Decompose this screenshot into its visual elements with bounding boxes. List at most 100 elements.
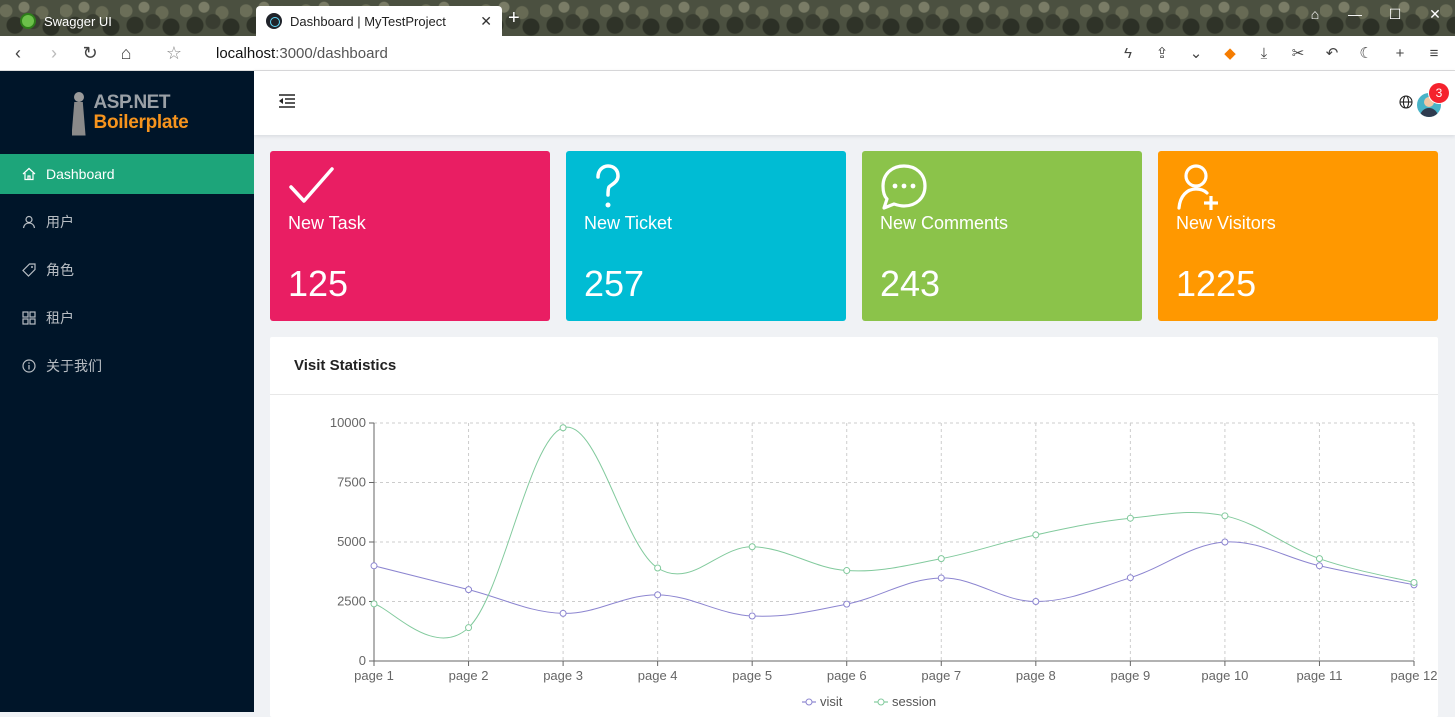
sidebar-item-about[interactable]: 关于我们 <box>0 346 254 386</box>
address-bar: ‹ › ↻ ⌂ ☆ localhost:3000/dashboard ϟ ⇪ ⌄… <box>0 36 1455 71</box>
panel-title: Visit Statistics <box>270 337 1438 395</box>
sidebar-item-tenants[interactable]: 租户 <box>0 298 254 338</box>
card-value: 243 <box>880 263 941 304</box>
x-tick-label: page 2 <box>449 668 489 683</box>
card-label: New Comments <box>880 213 1009 233</box>
bookmark-star-icon[interactable]: ☆ <box>165 42 183 63</box>
data-point-session <box>654 564 662 572</box>
y-tick-label: 10000 <box>330 415 366 430</box>
card-new-comments[interactable]: New Comments 243 <box>862 151 1142 321</box>
data-point-session <box>1221 512 1229 520</box>
menu-fold-icon[interactable] <box>278 93 296 109</box>
x-tick-label: page 10 <box>1201 668 1248 683</box>
sidebar: ASP.NET Boilerplate Dashboard 用户 角色 租户 关… <box>0 71 254 712</box>
data-point-visit <box>1032 598 1040 605</box>
data-point-session <box>937 555 945 563</box>
x-tick-label: page 1 <box>354 668 394 683</box>
forward-icon[interactable]: › <box>51 42 57 63</box>
card-value: 1225 <box>1176 263 1257 304</box>
legend-label-visit: visit <box>820 694 843 709</box>
data-point-session <box>559 424 567 432</box>
data-point-session <box>465 624 473 632</box>
menu-icon[interactable]: ≡ <box>1429 44 1439 62</box>
data-point-session <box>1410 578 1418 586</box>
data-point-visit <box>1221 538 1229 546</box>
language-globe-icon[interactable] <box>1399 95 1413 109</box>
card-new-task[interactable]: New Task 125 <box>270 151 550 321</box>
logo-line-2: Boilerplate <box>93 111 189 133</box>
browser-tab-bar: Swagger UI Dashboard | MyTestProject ✕ +… <box>0 0 1455 36</box>
lightning-icon[interactable]: ϟ <box>1124 44 1132 62</box>
download-icon[interactable]: ⤓ <box>1260 44 1268 62</box>
cut-icon[interactable]: ✂ <box>1291 45 1305 62</box>
tab-title: Dashboard | MyTestProject <box>290 13 446 29</box>
data-point-session <box>748 543 756 551</box>
x-tick-label: page 9 <box>1110 668 1150 683</box>
data-point-visit <box>465 586 473 594</box>
y-tick-label: 7500 <box>337 475 366 490</box>
close-window-icon[interactable]: ✕ <box>1429 6 1441 22</box>
card-value: 257 <box>584 263 645 304</box>
game-controller-icon[interactable]: ◆ <box>1224 45 1236 62</box>
browser-tab-swagger[interactable]: Swagger UI <box>10 6 250 36</box>
window-controls: ⌂ — ☐ ✕ <box>1295 6 1455 23</box>
url-path: :3000/dashboard <box>275 44 388 62</box>
data-point-visit <box>654 591 662 599</box>
sidebar-item-dashboard[interactable]: Dashboard <box>0 154 254 194</box>
x-tick-label: page 3 <box>543 668 583 683</box>
comment-icon <box>881 164 927 210</box>
card-new-visitors[interactable]: New Visitors 1225 <box>1158 151 1438 321</box>
data-point-session <box>1126 514 1134 522</box>
x-tick-label: page 7 <box>921 668 961 683</box>
series-line-visit <box>373 541 1415 617</box>
browser-tab-dashboard[interactable]: Dashboard | MyTestProject ✕ <box>256 6 502 36</box>
legend-marker-visit <box>805 698 813 706</box>
dropdown-icon[interactable]: ⌄ <box>1189 45 1203 62</box>
reload-icon[interactable]: ↻ <box>82 42 98 63</box>
react-favicon-icon <box>266 13 282 29</box>
app-header: 3 <box>254 71 1455 135</box>
share-icon[interactable]: ⇪ <box>1155 45 1169 62</box>
swagger-favicon-icon <box>20 13 36 29</box>
card-new-ticket[interactable]: New Ticket 257 <box>566 151 846 321</box>
logo[interactable]: ASP.NET Boilerplate <box>0 71 254 154</box>
data-point-visit <box>748 612 756 620</box>
sidebar-item-roles[interactable]: 角色 <box>0 250 254 290</box>
question-icon <box>596 164 620 208</box>
y-tick-label: 0 <box>359 653 366 668</box>
x-tick-label: page 6 <box>827 668 867 683</box>
close-tab-icon[interactable]: ✕ <box>480 12 492 29</box>
sidebar-item-label: 租户 <box>46 310 74 326</box>
logo-figure-icon <box>66 88 92 138</box>
data-point-visit <box>843 600 851 608</box>
card-label: New Visitors <box>1176 213 1276 233</box>
skin-icon[interactable]: ⌂ <box>1310 6 1320 22</box>
sidebar-item-users[interactable]: 用户 <box>0 202 254 242</box>
sidebar-item-label: 用户 <box>46 214 74 230</box>
home-page-icon[interactable]: ⌂ <box>120 42 132 63</box>
data-point-session <box>370 600 378 608</box>
x-tick-label: page 8 <box>1016 668 1056 683</box>
series-line-session <box>373 426 1415 639</box>
new-tab-icon[interactable]: + <box>508 7 520 29</box>
data-point-session <box>843 567 851 575</box>
maximize-icon[interactable]: ☐ <box>1388 6 1402 22</box>
back-icon[interactable]: ‹ <box>15 42 21 63</box>
url-field[interactable]: localhost:3000/dashboard <box>216 45 388 62</box>
minimize-icon[interactable]: — <box>1348 6 1362 22</box>
legend-marker-session <box>877 698 885 706</box>
card-value: 125 <box>288 263 349 304</box>
data-point-session <box>1315 555 1323 563</box>
x-tick-label: page 4 <box>638 668 678 683</box>
data-point-visit <box>559 609 567 617</box>
y-tick-label: 5000 <box>337 534 366 549</box>
card-label: New Ticket <box>584 213 673 233</box>
data-point-session <box>1032 531 1040 539</box>
undo-icon[interactable]: ↶ <box>1325 45 1339 62</box>
x-tick-label: page 5 <box>732 668 772 683</box>
card-label: New Task <box>288 213 366 233</box>
stat-cards: New Task 125 New Ticket 257 New Comments… <box>270 151 1438 321</box>
moon-icon[interactable]: ☾ <box>1359 45 1373 62</box>
home-icon <box>22 167 36 181</box>
plus-icon[interactable]: + <box>1395 44 1405 62</box>
